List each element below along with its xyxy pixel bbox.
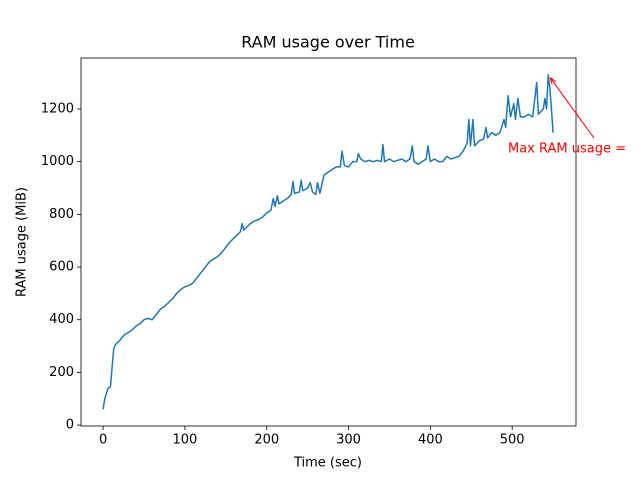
x-tick-label: 300 bbox=[336, 433, 361, 448]
x-tick-label: 500 bbox=[500, 433, 525, 448]
annotation-text: Max RAM usage = bbox=[508, 142, 626, 157]
y-tick-label: 1000 bbox=[41, 154, 74, 169]
plot-frame bbox=[80, 57, 577, 427]
x-tick-label: 200 bbox=[254, 433, 279, 448]
y-tick-label: 400 bbox=[49, 312, 74, 327]
annotation-arrowhead bbox=[549, 77, 557, 85]
annotation-arrow bbox=[549, 77, 595, 139]
data-line bbox=[102, 73, 554, 410]
y-tick-label: 800 bbox=[49, 207, 74, 222]
x-tick-label: 400 bbox=[418, 433, 443, 448]
x-tick-label: 0 bbox=[99, 433, 107, 448]
y-tick-label: 200 bbox=[49, 365, 74, 380]
x-axis-label: Time (sec) bbox=[293, 456, 362, 471]
chart-title: RAM usage over Time bbox=[241, 33, 415, 52]
y-tick-label: 0 bbox=[66, 418, 74, 433]
y-tick-label: 1200 bbox=[41, 101, 74, 116]
y-axis-label: RAM usage (MiB) bbox=[15, 187, 30, 297]
y-tick-label: 600 bbox=[49, 260, 74, 275]
x-tick-label: 100 bbox=[172, 433, 197, 448]
